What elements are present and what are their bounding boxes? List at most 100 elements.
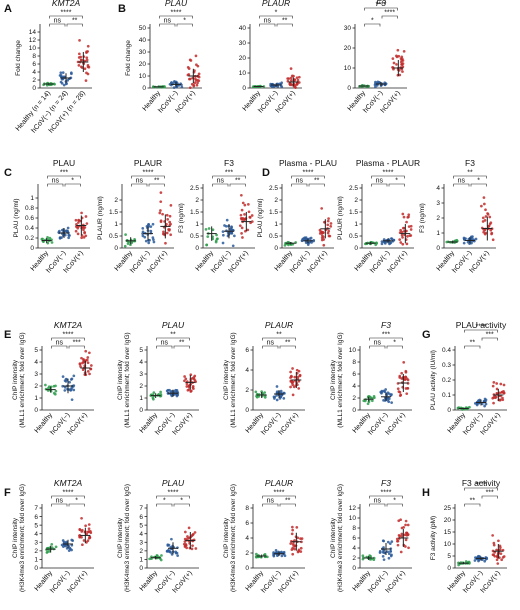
data-point [280, 554, 284, 558]
significance-label: ** [154, 178, 160, 185]
significance-label: **** [63, 332, 74, 339]
panel-letter: G [422, 329, 431, 341]
data-point [491, 238, 495, 242]
data-point [196, 64, 200, 68]
y-tick-label: 2 [34, 383, 38, 390]
y-axis-label: PLAU activity (IU/ml) [430, 350, 437, 410]
y-tick-label: 1 [274, 221, 278, 228]
significance-label: ns [136, 178, 144, 185]
data-point [499, 382, 503, 386]
data-point [248, 215, 252, 219]
y-tick-label: 2.5 [349, 185, 358, 192]
data-point [295, 368, 299, 372]
data-point [67, 233, 71, 237]
data-point [496, 562, 500, 565]
data-point [502, 383, 506, 387]
data-point [70, 377, 74, 381]
y-tick-label: 6 [352, 535, 356, 542]
panel-title: Plasma - PLAUR [356, 158, 420, 168]
data-point [275, 398, 279, 402]
data-point [320, 234, 324, 237]
data-point [499, 552, 503, 556]
significance-bracket [464, 503, 481, 507]
data-point [403, 377, 407, 381]
data-point [78, 534, 82, 537]
data-point [291, 367, 294, 370]
significance-bracket [156, 495, 190, 499]
data-point [286, 77, 289, 80]
data-point [396, 543, 400, 547]
data-point [53, 82, 56, 86]
data-point [457, 563, 460, 567]
significance-bracket [131, 175, 165, 179]
y-tick-label: 8 [245, 505, 249, 512]
data-point [243, 203, 247, 207]
data-point [61, 71, 65, 74]
data-point [283, 243, 287, 247]
data-point [480, 402, 484, 406]
significance-bracket [262, 337, 296, 341]
data-point [498, 391, 502, 395]
significance-label: **** [63, 490, 74, 497]
significance-label: ns [374, 498, 382, 505]
significance-label: *** [60, 170, 68, 177]
data-point [409, 228, 413, 231]
data-point [380, 390, 384, 394]
data-point [123, 244, 127, 248]
data-point [492, 541, 496, 545]
y-tick-label: 2 [245, 387, 249, 394]
significance-label: ** [282, 18, 288, 25]
data-point [473, 559, 477, 562]
data-point [493, 396, 497, 400]
panel-13: F3 0 2 4 6 8 10 ChIP intensity(MLL1 enrichment;… [330, 320, 412, 436]
data-point [81, 543, 84, 547]
significance-bracket [262, 495, 296, 499]
data-point [206, 235, 210, 238]
y-tick-label: 1 [34, 395, 38, 402]
data-point [85, 58, 89, 62]
panel-title: PLAUR [262, 0, 290, 8]
data-point [395, 63, 398, 66]
y-tick-label: 0 [352, 407, 356, 414]
significance-label: ** [179, 340, 185, 347]
data-point [88, 351, 91, 355]
significance-label: **** [303, 170, 314, 177]
data-point [63, 389, 67, 392]
significance-bracket [68, 345, 85, 349]
data-point [71, 539, 75, 542]
data-point [66, 226, 70, 230]
significance-label: * [275, 10, 278, 17]
data-point [378, 551, 382, 555]
data-point [82, 228, 85, 232]
significance-bracket [364, 7, 398, 11]
significance-label: ns [267, 340, 275, 347]
significance-bracket [259, 15, 293, 19]
data-point [76, 226, 80, 230]
data-point [247, 203, 250, 206]
data-point [70, 543, 74, 547]
data-point [54, 545, 58, 549]
data-point [152, 238, 155, 241]
data-point [193, 81, 197, 85]
data-point [74, 229, 78, 233]
data-point [82, 360, 85, 364]
data-point [86, 361, 90, 365]
data-point [89, 364, 93, 367]
y-axis-label: F3 activity (pM) [430, 516, 437, 560]
data-point [176, 554, 180, 557]
data-point [400, 534, 404, 538]
y-tick-label: 4 [245, 535, 249, 542]
y-axis-label: PLAU (ng/ml) [257, 198, 264, 237]
data-point [79, 365, 82, 368]
data-point [86, 44, 90, 48]
data-point [483, 404, 486, 408]
data-point [495, 548, 498, 552]
data-point [59, 71, 63, 75]
data-point [188, 77, 192, 81]
data-point [78, 362, 82, 366]
y-tick-label: 0 [447, 407, 451, 414]
y-axis-label: F3 (ng/ml) [419, 203, 426, 233]
data-point [246, 228, 250, 232]
data-point [214, 240, 218, 244]
data-point [396, 48, 400, 52]
